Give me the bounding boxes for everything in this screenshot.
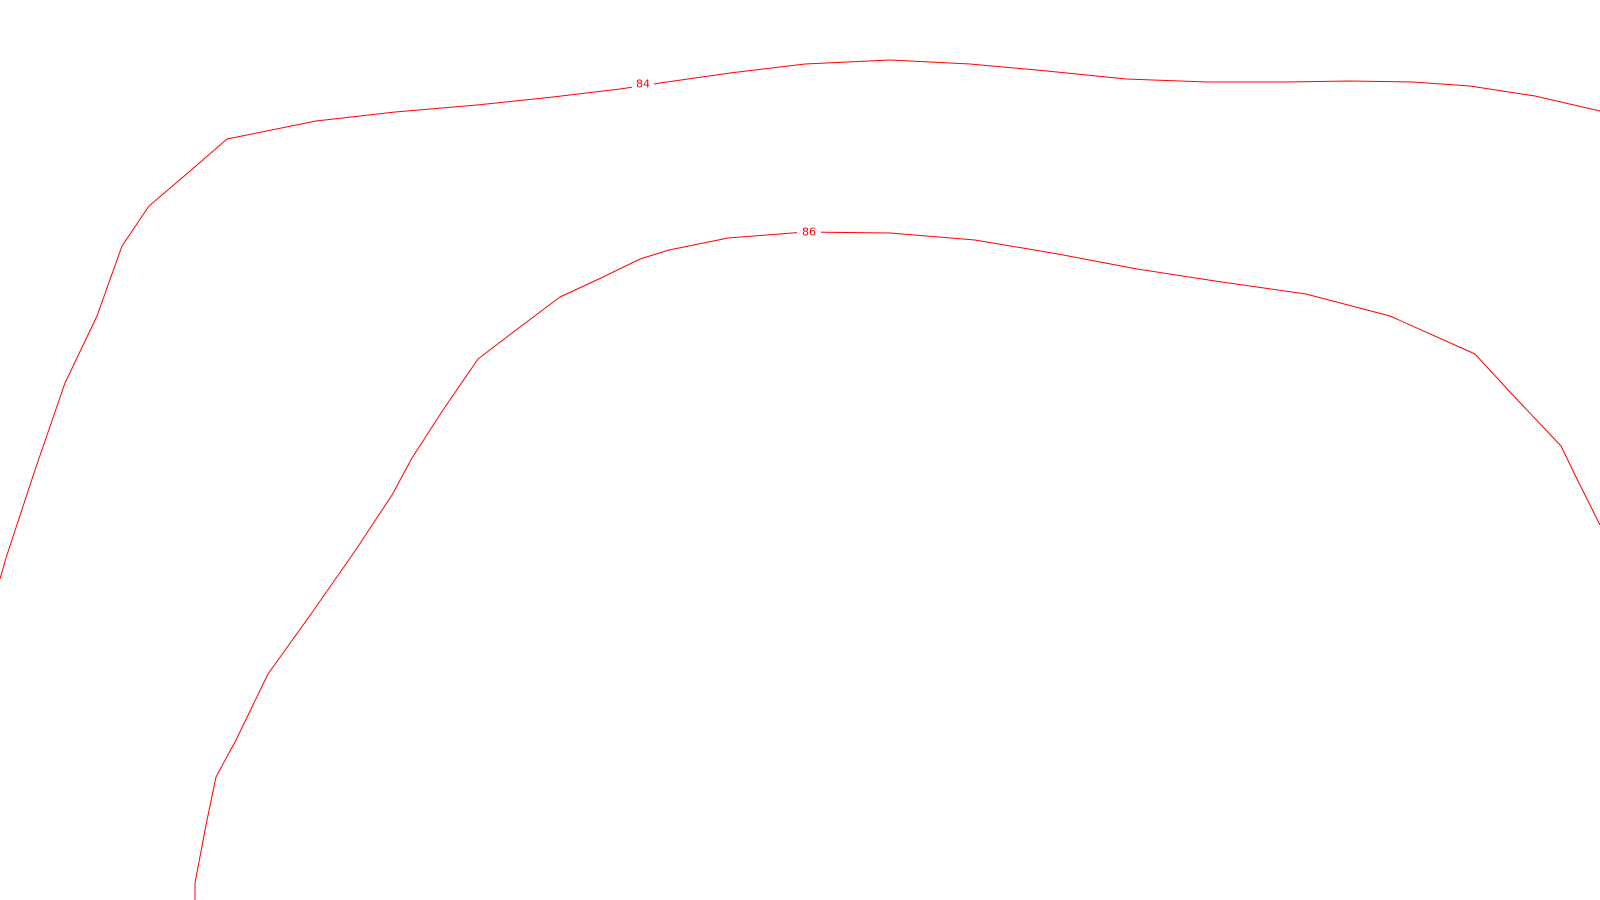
contour-line-84: 84 — [0, 59, 1600, 580]
contour-label-84: 84 — [636, 78, 650, 91]
contour-label-86: 86 — [802, 226, 816, 239]
contour-line-86: 86 — [194, 226, 1600, 900]
contour-86-path — [194, 231, 1600, 900]
